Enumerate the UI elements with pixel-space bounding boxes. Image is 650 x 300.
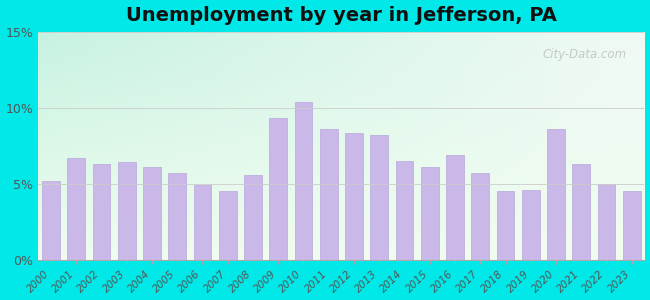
Text: City-Data.com: City-Data.com [542, 48, 626, 61]
Bar [421, 167, 439, 260]
Bar [244, 175, 262, 260]
Bar [118, 162, 136, 260]
Bar [370, 135, 388, 260]
Bar [573, 164, 590, 260]
Bar [623, 191, 641, 260]
Bar [168, 173, 186, 260]
Bar [497, 191, 514, 260]
Bar [219, 191, 237, 260]
Bar [42, 181, 60, 260]
Bar [294, 102, 312, 260]
Bar [269, 118, 287, 260]
Bar [522, 190, 540, 260]
Bar [194, 185, 211, 260]
Bar [598, 184, 616, 260]
Title: Unemployment by year in Jefferson, PA: Unemployment by year in Jefferson, PA [126, 6, 557, 25]
Bar [471, 173, 489, 260]
Bar [345, 134, 363, 260]
Bar [320, 129, 337, 260]
Bar [547, 129, 565, 260]
Bar [68, 158, 85, 260]
Bar [396, 161, 413, 260]
Bar [446, 155, 464, 260]
Bar [92, 164, 111, 260]
Bar [143, 167, 161, 260]
